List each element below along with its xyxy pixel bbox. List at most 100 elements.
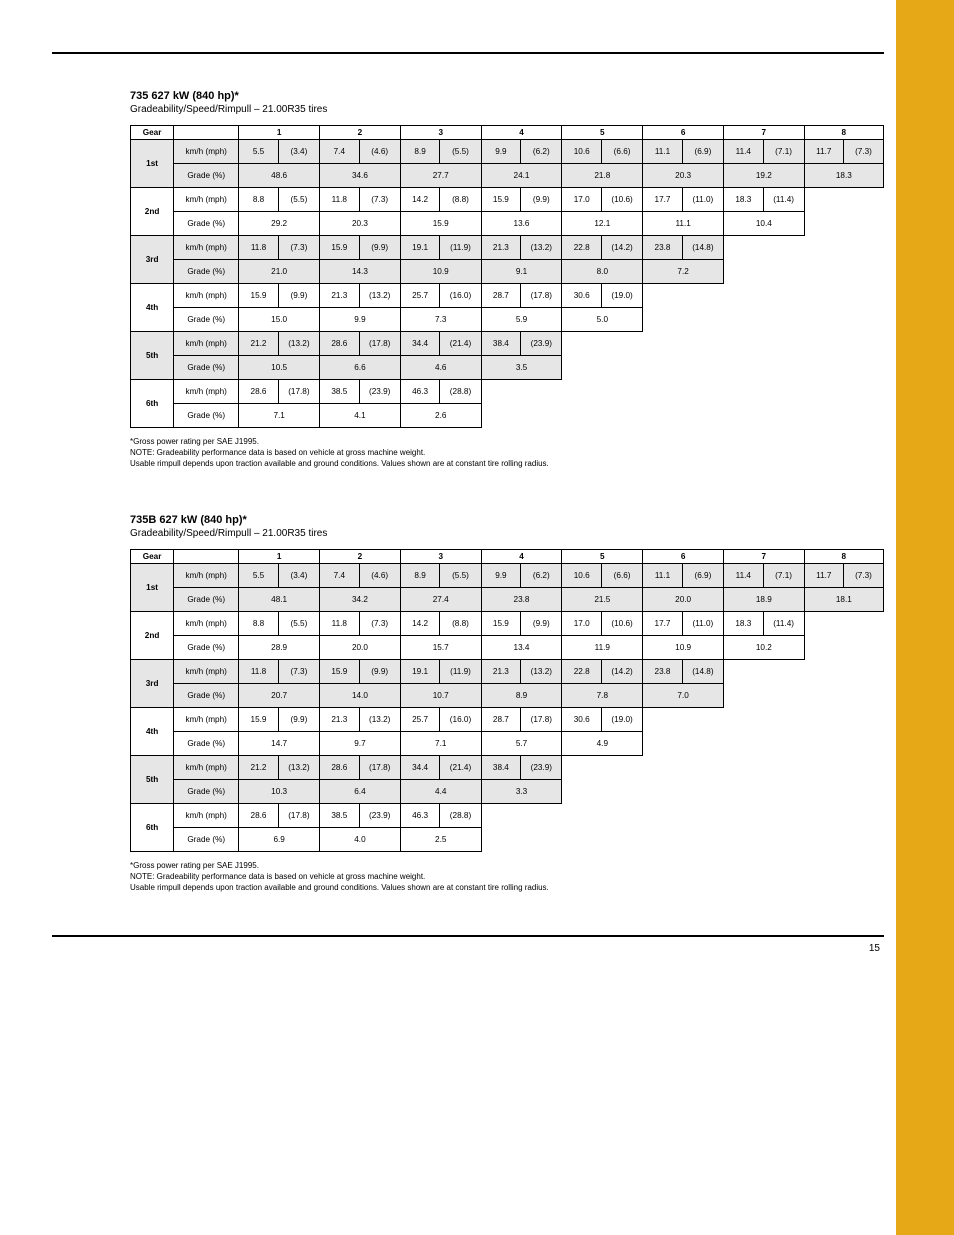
value-cell: 5.5 <box>239 140 279 164</box>
value-cell: 21.3 <box>481 236 521 260</box>
value-cell: 11.9 <box>562 635 643 659</box>
value-cell: 7.8 <box>562 683 643 707</box>
value-cell: 23.8 <box>481 587 562 611</box>
value-cell: 28.9 <box>239 635 320 659</box>
value-cell: 28.6 <box>239 380 279 404</box>
value-cell <box>804 356 883 380</box>
value-cell: 28.7 <box>481 284 521 308</box>
value-cell: 4.4 <box>400 779 481 803</box>
value-cell: 2.6 <box>400 404 481 428</box>
value-cell <box>724 707 764 731</box>
value-cell: 19.2 <box>724 164 805 188</box>
value-cell: 29.2 <box>239 212 320 236</box>
value-cell: 17.0 <box>562 611 602 635</box>
value-cell: 7.2 <box>643 260 724 284</box>
value-cell: 28.6 <box>320 755 360 779</box>
value-cell <box>804 731 883 755</box>
value-cell: 15.9 <box>320 659 360 683</box>
value-cell: 10.4 <box>724 212 805 236</box>
value-cell: (13.2) <box>359 284 400 308</box>
value-cell <box>682 284 723 308</box>
value-cell: 18.3 <box>724 611 764 635</box>
value-cell: 2.5 <box>400 827 481 851</box>
value-cell: 5.5 <box>239 563 279 587</box>
value-cell: (14.2) <box>601 659 642 683</box>
value-cell <box>521 803 562 827</box>
value-cell <box>724 779 805 803</box>
value-cell: 7.4 <box>320 140 360 164</box>
value-cell <box>643 404 724 428</box>
value-cell <box>724 356 805 380</box>
value-cell <box>804 332 843 356</box>
value-cell: 4.9 <box>562 731 643 755</box>
value-cell: (17.8) <box>278 803 319 827</box>
value-cell <box>562 827 643 851</box>
value-cell <box>724 827 805 851</box>
value-cell: 10.2 <box>724 635 805 659</box>
value-cell <box>804 635 883 659</box>
value-cell <box>562 380 602 404</box>
value-cell: 7.1 <box>400 731 481 755</box>
value-cell: 17.7 <box>643 188 683 212</box>
value-cell: 28.6 <box>239 803 279 827</box>
value-cell <box>804 308 883 332</box>
value-cell: (7.3) <box>278 236 319 260</box>
metric-label: Grade (%) <box>174 260 239 284</box>
value-cell: 12.1 <box>562 212 643 236</box>
col-gear: Gear <box>131 549 174 563</box>
value-cell: 21.2 <box>239 332 279 356</box>
value-cell: 3.5 <box>481 356 562 380</box>
col-step: 4 <box>481 549 562 563</box>
value-cell: 25.7 <box>400 284 440 308</box>
value-cell: 3.3 <box>481 779 562 803</box>
value-cell <box>804 827 883 851</box>
value-cell: (19.0) <box>601 284 642 308</box>
value-cell: 4.0 <box>320 827 401 851</box>
value-cell: 21.0 <box>239 260 320 284</box>
value-cell <box>601 380 642 404</box>
value-cell: 6.4 <box>320 779 401 803</box>
value-cell: 10.6 <box>562 563 602 587</box>
value-cell <box>804 683 883 707</box>
value-cell <box>724 380 764 404</box>
value-cell: (5.5) <box>278 188 319 212</box>
value-cell: 11.1 <box>643 212 724 236</box>
value-cell: 11.8 <box>239 659 279 683</box>
value-cell <box>804 803 843 827</box>
value-cell: 8.9 <box>481 683 562 707</box>
gear-cell: 3rd <box>131 236 174 284</box>
value-cell: 20.3 <box>320 212 401 236</box>
value-cell: 24.1 <box>481 164 562 188</box>
gear-cell: 6th <box>131 803 174 851</box>
value-cell <box>643 755 683 779</box>
value-cell: (11.4) <box>763 611 804 635</box>
value-cell: 18.9 <box>724 587 805 611</box>
value-cell: 15.9 <box>400 212 481 236</box>
page-content: 735 627 kW (840 hp)*Gradeability/Speed/R… <box>0 0 954 994</box>
value-cell <box>843 659 883 683</box>
value-cell: 8.9 <box>400 140 440 164</box>
value-cell <box>481 827 562 851</box>
value-cell: 11.7 <box>804 140 843 164</box>
metric-label: km/h (mph) <box>174 188 239 212</box>
value-cell <box>724 683 805 707</box>
value-cell <box>763 332 804 356</box>
col-step: 6 <box>643 126 724 140</box>
value-cell: 13.4 <box>481 635 562 659</box>
value-cell: (28.8) <box>440 803 481 827</box>
col-step: 8 <box>804 126 883 140</box>
value-cell: 25.7 <box>400 707 440 731</box>
value-cell: 9.7 <box>320 731 401 755</box>
value-cell <box>843 611 883 635</box>
value-cell: 18.3 <box>724 188 764 212</box>
value-cell <box>724 236 764 260</box>
value-cell: 20.3 <box>643 164 724 188</box>
value-cell: 19.1 <box>400 659 440 683</box>
value-cell: (17.8) <box>359 332 400 356</box>
value-cell <box>763 707 804 731</box>
value-cell: (5.5) <box>278 611 319 635</box>
value-cell <box>804 611 843 635</box>
value-cell <box>843 707 883 731</box>
value-cell: 7.0 <box>643 683 724 707</box>
value-cell: 20.0 <box>643 587 724 611</box>
